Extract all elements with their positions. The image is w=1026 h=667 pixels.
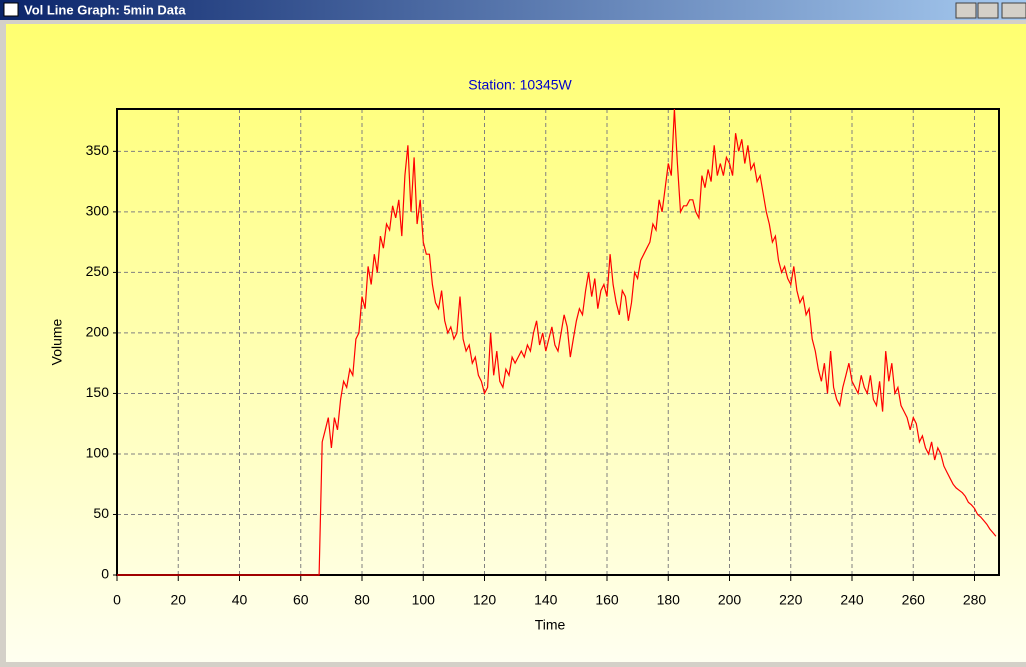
client-area bbox=[6, 24, 1026, 662]
maximize-button[interactable] bbox=[977, 2, 999, 19]
x-tick-label: 140 bbox=[534, 592, 558, 608]
x-axis-label: Time bbox=[535, 617, 566, 633]
x-tick-label: 20 bbox=[170, 592, 186, 608]
y-axis-label: Volume bbox=[49, 318, 65, 365]
x-tick-label: 0 bbox=[113, 592, 121, 608]
x-tick-label: 100 bbox=[412, 592, 436, 608]
x-tick-label: 160 bbox=[595, 592, 619, 608]
x-tick-label: 200 bbox=[718, 592, 742, 608]
x-tick-label: 240 bbox=[840, 592, 864, 608]
minimize-button[interactable] bbox=[955, 2, 977, 19]
y-tick-label: 350 bbox=[86, 142, 110, 158]
window-title: Vol Line Graph: 5min Data bbox=[24, 2, 186, 17]
x-tick-label: 60 bbox=[293, 592, 309, 608]
x-tick-label: 260 bbox=[902, 592, 926, 608]
y-tick-label: 250 bbox=[86, 263, 110, 279]
plot: 0 50 100 150 200 250 300 350 0 20 40 60 80 100 120 140 1… bbox=[86, 108, 1000, 608]
y-tick-label: 0 bbox=[101, 566, 109, 582]
data-line bbox=[117, 108, 997, 576]
x-tick-label: 120 bbox=[473, 592, 497, 608]
x-tick-label: 80 bbox=[354, 592, 370, 608]
chart-title: Station: 10345W bbox=[468, 77, 572, 93]
x-tick-label: 220 bbox=[779, 592, 803, 608]
title-bar bbox=[0, 0, 1026, 20]
close-button[interactable] bbox=[1001, 2, 1026, 19]
window-icon bbox=[3, 2, 19, 17]
plot-frame bbox=[116, 108, 1000, 576]
x-tick-label: 280 bbox=[963, 592, 987, 608]
x-tick-label: 180 bbox=[657, 592, 681, 608]
x-tick-label: 40 bbox=[232, 592, 248, 608]
y-tick-label: 50 bbox=[93, 505, 109, 521]
y-tick-label: 100 bbox=[86, 445, 110, 461]
y-tick-label: 150 bbox=[86, 384, 110, 400]
y-tick-label: 300 bbox=[86, 203, 110, 219]
y-tick-label: 200 bbox=[86, 324, 110, 340]
